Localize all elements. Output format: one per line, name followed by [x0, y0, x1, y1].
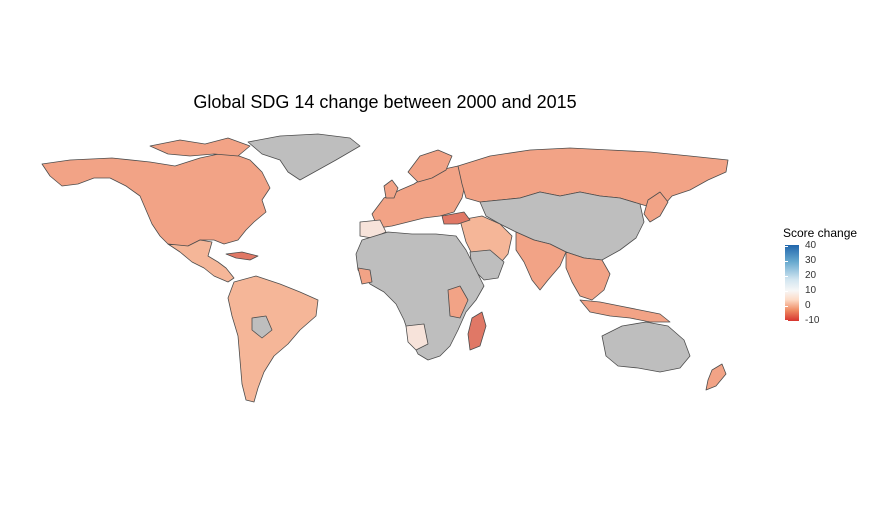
- region-south-asia: [515, 231, 567, 291]
- region-caribbean: [225, 251, 259, 261]
- region-uk: [383, 179, 399, 199]
- region-australia: [601, 321, 691, 373]
- region-bolivia: [251, 315, 273, 339]
- map-title: Global SDG 14 change between 2000 and 20…: [193, 92, 577, 112]
- legend-title: Score change: [783, 226, 858, 240]
- region-middle-east: [459, 215, 513, 271]
- legend-color-bar: [785, 245, 799, 321]
- legend-tick-label: 30: [805, 255, 817, 266]
- legend-tick-mark: [785, 306, 788, 307]
- legend-tick-label: 0: [805, 300, 811, 311]
- region-mexico-central-america: [167, 239, 235, 283]
- region-south-america: [227, 275, 319, 403]
- legend-tick-mark: [785, 261, 788, 262]
- region-turkey: [441, 211, 471, 225]
- legend-tick-mark: [785, 320, 788, 321]
- region-new-zealand: [705, 363, 727, 391]
- region-west-africa-coast: [357, 267, 373, 285]
- legend-tick-mark: [785, 276, 788, 277]
- legend-tick-label: 20: [805, 270, 817, 281]
- legend-tick-label: -10: [805, 315, 820, 326]
- region-madagascar: [467, 311, 487, 351]
- region-greenland: [247, 133, 361, 181]
- legend-tick-mark: [785, 291, 788, 292]
- region-canada-arctic-islands: [149, 137, 251, 157]
- region-north-america: [41, 151, 271, 251]
- region-africa: [355, 231, 485, 361]
- color-legend: Score change 40 30 20 10 0 -10: [783, 226, 875, 326]
- legend-tick-label: 40: [805, 240, 817, 251]
- region-scandinavia: [407, 149, 453, 183]
- region-japan: [643, 191, 669, 223]
- region-southeast-asia: [565, 251, 611, 301]
- legend-tick-mark: [785, 246, 788, 247]
- region-namibia: [405, 323, 429, 351]
- world-map: [41, 133, 729, 403]
- region-east-africa-coast: [447, 285, 469, 319]
- legend-tick-label: 10: [805, 285, 817, 296]
- region-indonesia: [579, 299, 671, 323]
